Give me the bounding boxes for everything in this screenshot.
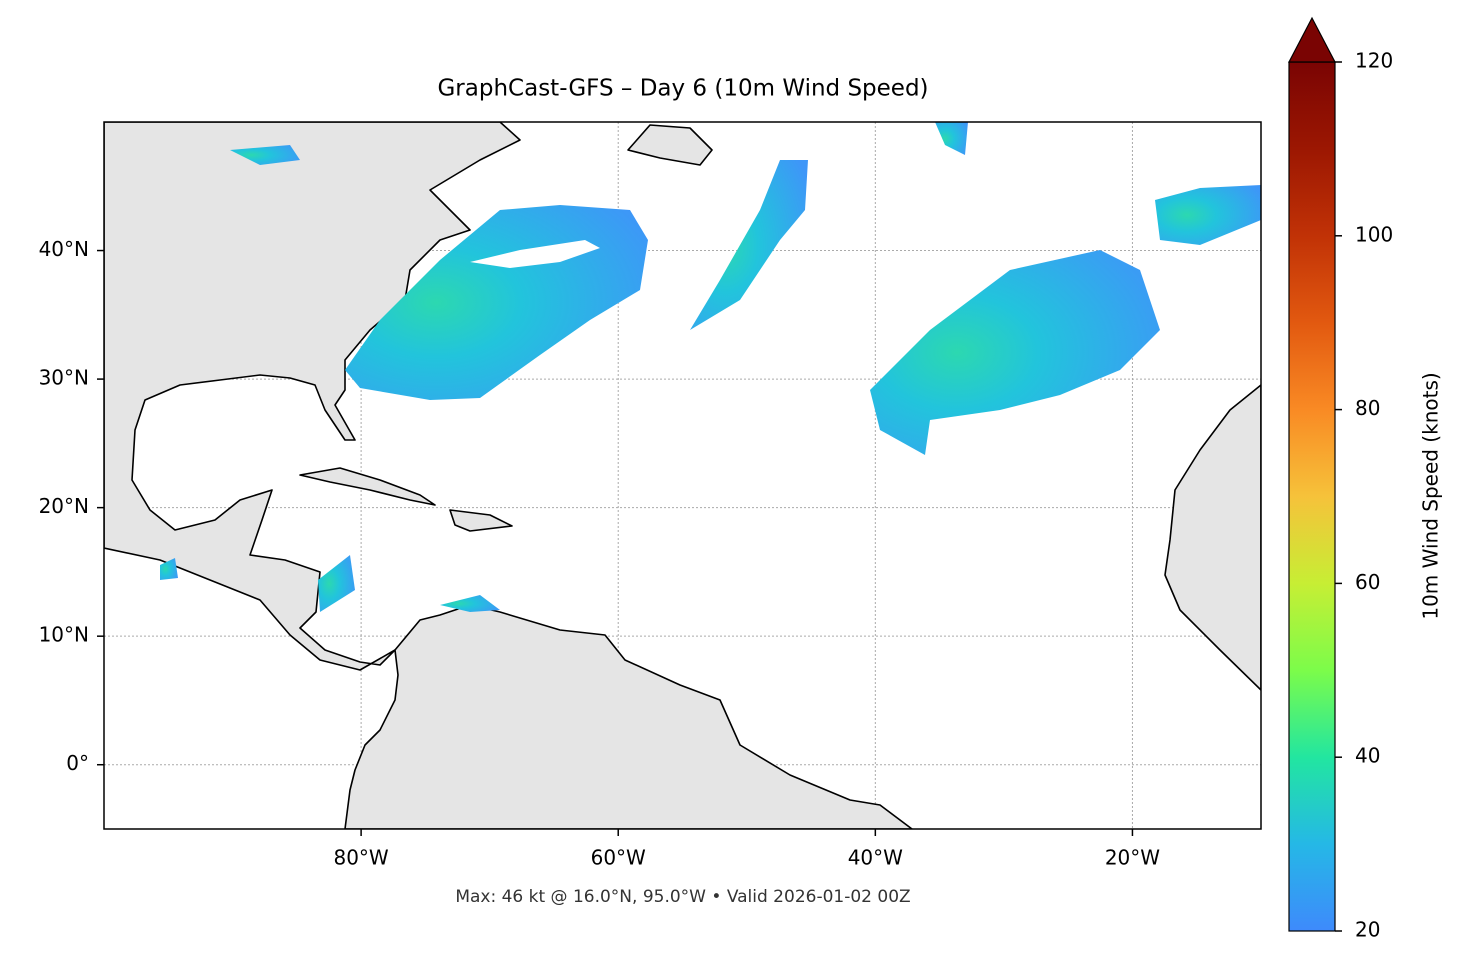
wind-area xyxy=(1155,185,1261,245)
newfoundland xyxy=(627,124,713,166)
colorbar-tick-label: 20 xyxy=(1355,918,1380,942)
wind-area xyxy=(440,595,500,612)
colorbar-tick-label: 60 xyxy=(1355,570,1380,594)
north-central-america xyxy=(104,122,521,671)
map-area xyxy=(104,122,1261,829)
colorbar-extension xyxy=(1288,16,1336,63)
colorbar-tick-label: 120 xyxy=(1355,49,1393,73)
footer-note: Max: 46 kt @ 16.0°N, 95.0°W • Valid 2026… xyxy=(455,887,910,907)
x-tick-label: 20°W xyxy=(1105,846,1160,870)
wind-area xyxy=(690,160,808,330)
colorbar-label: 10m Wind Speed (knots) xyxy=(1419,372,1443,619)
y-tick-label: 20°N xyxy=(39,494,89,518)
map-frame xyxy=(103,121,1262,830)
calm-gap xyxy=(470,240,600,268)
y-tick-label: 30°N xyxy=(39,366,89,390)
chart-title: GraphCast-GFS – Day 6 (10m Wind Speed) xyxy=(437,76,928,102)
x-tick-label: 40°W xyxy=(848,846,903,870)
colorbar-tick-label: 100 xyxy=(1355,222,1393,246)
africa xyxy=(1164,384,1261,691)
x-tick-label: 80°W xyxy=(333,846,388,870)
y-tick-label: 0° xyxy=(66,751,89,775)
colorbar: 10m Wind Speed (knots) 20 40 60 80 100 120 xyxy=(1288,16,1443,942)
wind-area xyxy=(160,558,178,580)
y-tick-label: 40°N xyxy=(39,237,89,261)
wind-area xyxy=(870,250,1160,455)
colorbar-scale xyxy=(1288,61,1336,932)
y-tick-label: 10°N xyxy=(39,623,89,647)
wind-area xyxy=(230,145,300,165)
wind-area xyxy=(318,555,355,612)
x-tick-label: 60°W xyxy=(591,846,646,870)
colorbar-tick-label: 40 xyxy=(1355,744,1380,768)
cuba xyxy=(299,467,436,506)
wind-area xyxy=(935,122,968,155)
hispaniola xyxy=(449,509,513,532)
colorbar-tick-label: 80 xyxy=(1355,396,1380,420)
